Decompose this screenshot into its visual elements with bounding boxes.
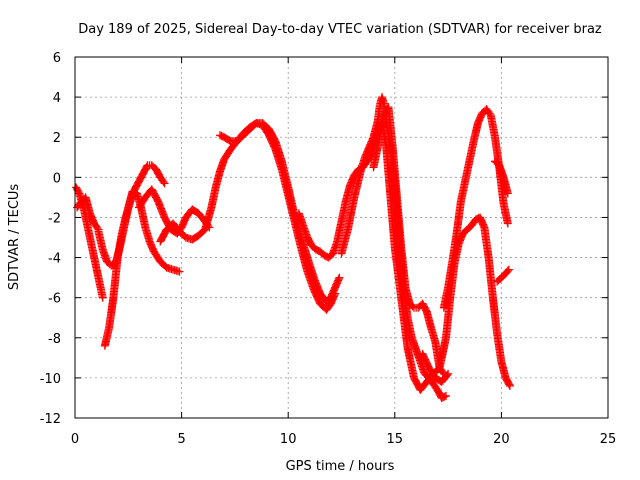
data-point [504,265,513,274]
y-tick-label: -10 [40,372,61,387]
data-point [503,219,512,228]
data-point [503,266,512,275]
data-point [93,223,102,232]
data-point [503,189,512,198]
y-tick-label: 6 [53,51,61,66]
series-K [439,105,512,312]
y-tick-label: 4 [53,91,61,106]
chart-title: Day 189 of 2025, Sidereal Day-to-day VTE… [78,22,602,37]
data-point [444,369,453,378]
x-tick-label: 25 [600,432,617,447]
data-point [175,267,184,276]
data-point [438,368,447,377]
data-point [335,273,344,282]
data-point [443,371,452,380]
data-point [505,381,514,390]
x-tick-label: 10 [280,432,297,447]
y-tick-label: -2 [48,211,61,226]
data-point [159,177,168,186]
data-point [408,302,417,311]
y-axis-ticks: -12 -10 -8 -6 -4 -2 0 2 4 6 [40,51,608,427]
data-point [98,293,107,302]
y-tick-label: -4 [48,252,61,267]
data-point [505,380,514,389]
series-D [100,161,169,350]
x-axis-label: GPS time / hours [286,459,395,474]
series-M [493,265,513,286]
series-A [72,183,107,302]
y-tick-label: -12 [40,412,61,427]
data-point [160,179,169,188]
x-tick-label: 0 [71,432,79,447]
data-point [441,391,450,400]
y-tick-label: 0 [53,171,61,186]
series-N [418,349,453,386]
plot-frame [74,56,609,419]
data-points [72,93,514,402]
series-B [73,193,103,234]
series-G [215,119,344,306]
x-axis-ticks: 0 5 10 15 20 25 [71,57,616,447]
series-L [491,157,512,198]
y-tick-label: 2 [53,131,61,146]
x-tick-label: 15 [387,432,404,447]
y-tick-label: -6 [48,292,61,307]
y-axis-label: SDTVAR / TECUs [7,184,22,291]
x-tick-label: 20 [493,432,510,447]
y-tick-label: -8 [48,332,61,347]
x-tick-label: 5 [177,432,185,447]
data-point [440,392,449,401]
